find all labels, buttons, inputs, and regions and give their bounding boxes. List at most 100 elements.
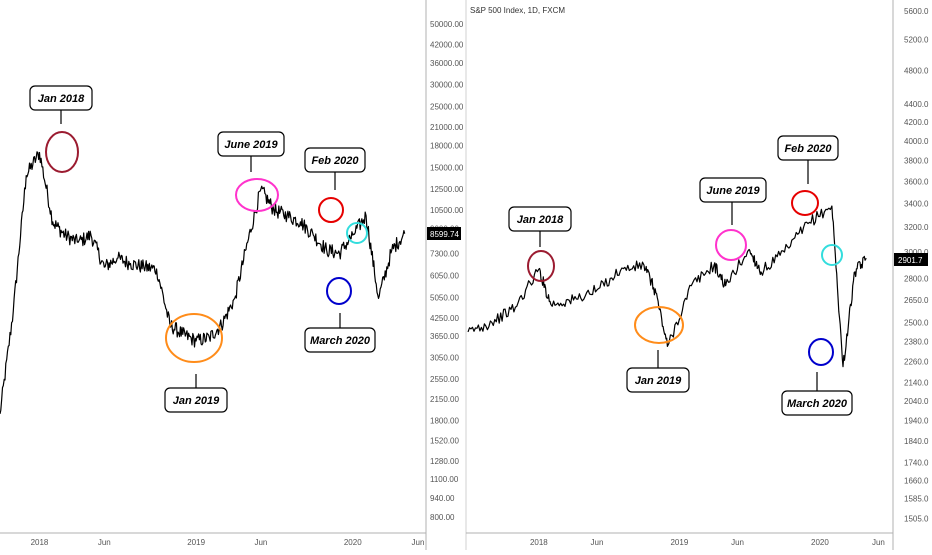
y-tick-label: 1520.00 (430, 436, 459, 445)
y-tick-label: 1505.0 (904, 515, 929, 524)
y-tick-label: 36000.00 (430, 59, 464, 68)
left-feb2020-circle (318, 197, 344, 223)
y-tick-label: 5050.00 (430, 293, 459, 302)
right-y-axis: 5600.0 5200.0 4800.0 4400.0 4200.0 4000.0 3800… (904, 7, 929, 524)
right-last-price-label: 2901.7 (898, 256, 923, 265)
left-chart: 50000.00 42000.00 36000.00 30000.00 25000.00… (0, 0, 464, 550)
y-tick-label: 4200.0 (904, 118, 929, 127)
y-tick-label: 2040.0 (904, 397, 929, 406)
x-tick-label: Jun (591, 538, 604, 547)
y-tick-label: 800.00 (430, 513, 455, 522)
y-tick-label: 2800.0 (904, 275, 929, 284)
callout-label: Jan 2018 (517, 214, 564, 226)
callout-label: March 2020 (310, 335, 371, 347)
y-tick-label: 1280.00 (430, 457, 459, 466)
y-tick-label: 10500.00 (430, 206, 464, 215)
left-june2019-circle (235, 178, 279, 212)
left-jan2019-circle (165, 313, 223, 363)
y-tick-label: 2380.0 (904, 338, 929, 347)
y-tick-label: 2650.0 (904, 296, 929, 305)
y-tick-label: 1800.00 (430, 416, 459, 425)
y-tick-label: 2140.0 (904, 379, 929, 388)
right-chart: S&P 500 Index, 1D, FXCM 5600.0 5200.0 4800… (465, 0, 929, 550)
right-jan2018-circle (527, 250, 555, 282)
y-tick-label: 4250.00 (430, 314, 459, 323)
y-tick-label: 5200.0 (904, 35, 929, 44)
right-last-price-box (894, 253, 928, 266)
callout-label: June 2019 (706, 185, 760, 197)
y-tick-label: 2550.00 (430, 375, 459, 384)
left-current-circle (346, 222, 368, 244)
left-jan2018-circle (45, 131, 79, 173)
left-callout-march2020: March 2020 (304, 313, 376, 353)
y-tick-label: 2500.0 (904, 318, 929, 327)
right-jan2019-circle (634, 306, 684, 344)
y-tick-label: 12500.00 (430, 185, 464, 194)
x-tick-label: Jun (872, 538, 885, 547)
left-callout-feb2020: Feb 2020 (304, 147, 366, 190)
x-tick-label: 2020 (344, 538, 362, 547)
y-tick-label: 5600.0 (904, 7, 929, 16)
y-tick-label: 3800.0 (904, 157, 929, 166)
y-tick-label: 4800.0 (904, 66, 929, 75)
right-current-circle (821, 244, 843, 266)
y-tick-label: 3600.0 (904, 178, 929, 187)
x-tick-label: Jun (412, 538, 425, 547)
right-series-line (467, 205, 867, 368)
left-march2020-circle (326, 277, 352, 305)
y-tick-label: 21000.00 (430, 123, 464, 132)
left-last-price-box (427, 227, 461, 240)
y-tick-label: 30000.00 (430, 81, 464, 90)
y-tick-label: 7300.00 (430, 249, 459, 258)
y-tick-label: 1740.0 (904, 459, 929, 468)
y-tick-label: 2260.0 (904, 357, 929, 366)
x-tick-label: 2019 (670, 538, 688, 547)
y-tick-label: 3400.0 (904, 200, 929, 209)
x-tick-label: Jun (98, 538, 111, 547)
left-last-price-label: 8599.74 (430, 230, 459, 239)
y-tick-label: 3650.00 (430, 332, 459, 341)
left-callout-jan2018: Jan 2018 (29, 85, 93, 124)
callout-label: Feb 2020 (784, 143, 832, 155)
x-tick-label: Jun (731, 538, 744, 547)
y-tick-label: 3200.0 (904, 223, 929, 232)
y-tick-label: 4400.0 (904, 100, 929, 109)
y-tick-label: 4000.0 (904, 137, 929, 146)
y-tick-label: 3000.0 (904, 248, 929, 257)
y-tick-label: 25000.00 (430, 102, 464, 111)
right-callout-jan2018: Jan 2018 (508, 206, 572, 247)
y-tick-label: 18000.00 (430, 142, 464, 151)
right-last-price-marker: 2901.7 (894, 253, 928, 266)
y-tick-label: 2150.00 (430, 395, 459, 404)
callout-label: Jan 2018 (38, 93, 85, 105)
y-tick-label: 1585.0 (904, 495, 929, 504)
right-feb2020-circle (791, 190, 819, 216)
y-tick-label: 940.00 (430, 494, 455, 503)
right-x-axis: 2018 Jun 2019 Jun 2020 Jun (530, 538, 885, 547)
callout-label: Feb 2020 (311, 155, 359, 167)
callout-label: March 2020 (787, 398, 848, 410)
right-callout-june2019: June 2019 (699, 177, 767, 225)
x-tick-label: 2018 (31, 538, 49, 547)
y-tick-label: 1660.0 (904, 477, 929, 486)
left-callout-jan2019: Jan 2019 (164, 374, 228, 413)
y-tick-label: 42000.00 (430, 41, 464, 50)
right-callout-jan2019: Jan 2019 (626, 350, 690, 393)
y-tick-label: 15000.00 (430, 163, 464, 172)
x-tick-label: Jun (254, 538, 267, 547)
callout-box (699, 177, 767, 203)
y-tick-label: 3050.00 (430, 353, 459, 362)
left-last-price-marker: 8599.74 (427, 227, 461, 240)
x-tick-label: 2020 (811, 538, 829, 547)
right-june2019-circle (715, 229, 747, 261)
right-callout-march2020: March 2020 (781, 372, 853, 416)
y-tick-label: 1840.0 (904, 437, 929, 446)
left-callout-june2019: June 2019 (217, 131, 285, 172)
y-tick-label: 1940.0 (904, 416, 929, 425)
y-tick-label: 6050.00 (430, 272, 459, 281)
callout-label: Jan 2019 (635, 375, 682, 387)
x-tick-label: 2019 (187, 538, 205, 547)
right-march2020-circle (808, 338, 834, 366)
right-callout-feb2020: Feb 2020 (777, 135, 839, 184)
